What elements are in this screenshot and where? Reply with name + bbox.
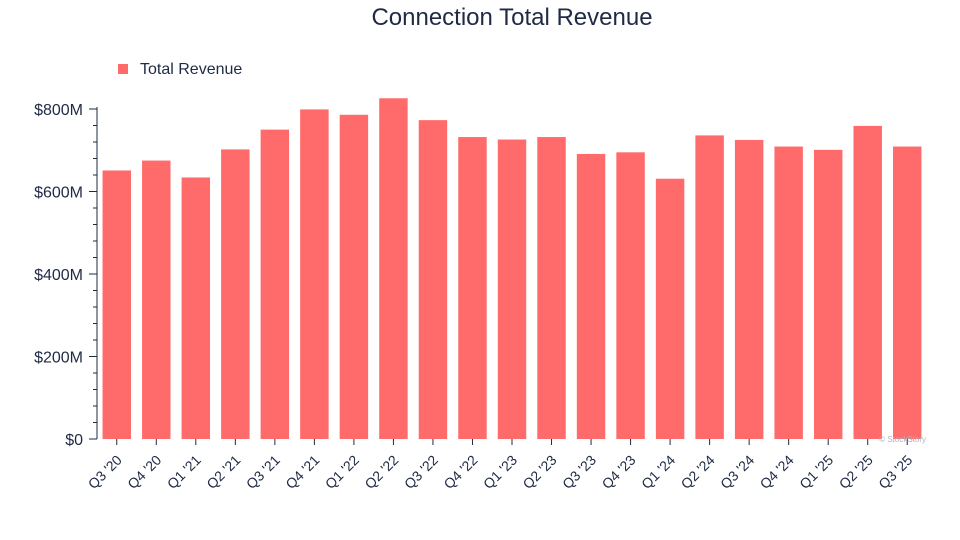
x-tick-label: Q3 '23 — [559, 452, 599, 492]
bar — [102, 170, 131, 439]
x-tick-label: Q2 '25 — [836, 452, 876, 492]
bar — [813, 149, 843, 439]
x-tick-label: Q1 '22 — [322, 452, 362, 492]
x-tick-label: Q2 '22 — [361, 452, 401, 492]
y-tick-label: $800M — [34, 102, 83, 119]
bar — [379, 98, 408, 440]
y-axis: $0 $200M $400M $600M $800M — [34, 102, 98, 449]
x-tick-label: Q3 '21 — [243, 452, 283, 492]
x-axis: Q3 '20 Q4 '20 Q1 '21 Q2 '21 Q3 '21 Q4 '21 Q1 '… — [85, 439, 916, 492]
x-tick-label: Q1 '23 — [480, 452, 520, 492]
legend-swatch — [118, 64, 128, 74]
bar — [616, 152, 645, 439]
x-tick-label: Q1 '21 — [164, 452, 204, 492]
legend-label: Total Revenue — [140, 61, 242, 78]
bar — [576, 153, 606, 439]
x-tick-label: Q3 '22 — [401, 452, 441, 492]
bar — [339, 114, 369, 440]
bar — [300, 109, 329, 439]
bar — [734, 139, 764, 439]
x-tick-label: Q4 '22 — [440, 452, 480, 492]
bar — [774, 146, 803, 439]
x-tick-label: Q3 '24 — [717, 452, 757, 492]
chart-title: Connection Total Revenue — [371, 4, 652, 31]
bar — [142, 160, 171, 439]
x-tick-label: Q2 '21 — [203, 452, 243, 492]
bar — [221, 149, 250, 440]
x-tick-label: Q4 '20 — [124, 452, 164, 492]
bar — [497, 139, 527, 439]
bar — [893, 146, 922, 439]
y-tick-label: $400M — [34, 267, 83, 284]
x-tick-label: Q3 '20 — [85, 452, 125, 492]
bar — [537, 137, 566, 440]
y-tick-label: $600M — [34, 185, 83, 202]
bars — [102, 98, 922, 440]
bar — [458, 137, 487, 440]
x-tick-label: Q1 '25 — [796, 452, 836, 492]
bar — [260, 129, 290, 439]
legend: Total Revenue — [118, 61, 242, 78]
x-tick-label: Q3 '25 — [875, 452, 915, 492]
bar — [695, 135, 724, 439]
y-tick-label: $0 — [65, 432, 83, 449]
x-tick-label: Q2 '24 — [678, 452, 718, 492]
x-tick-label: Q4 '24 — [757, 452, 797, 492]
x-tick-label: Q2 '23 — [519, 452, 559, 492]
x-tick-label: Q1 '24 — [638, 452, 678, 492]
x-tick-label: Q4 '21 — [282, 452, 322, 492]
bar — [655, 178, 685, 439]
bar — [418, 120, 448, 439]
watermark: © StockStory — [879, 435, 926, 444]
bar — [181, 177, 211, 439]
bar — [853, 125, 882, 439]
y-tick-label: $200M — [34, 350, 83, 367]
x-tick-label: Q4 '23 — [599, 452, 639, 492]
